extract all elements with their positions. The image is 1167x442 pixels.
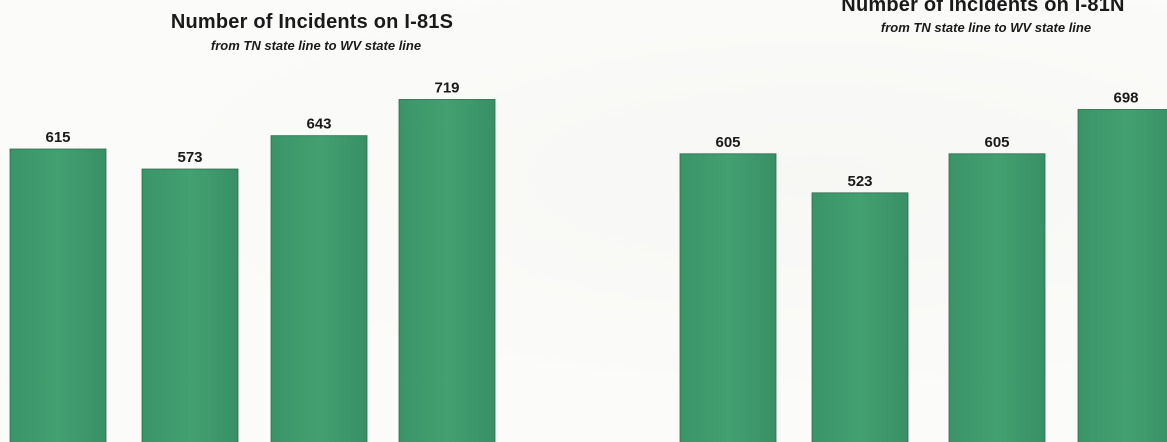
bar-value-label-1: 605	[715, 134, 740, 151]
bar-value-label-3: 643	[306, 116, 331, 133]
bar-value-label-2: 573	[177, 149, 202, 166]
chart-plot-area: 615 573 643 719	[9, 79, 496, 442]
chart-title: Number of Incidents on I-81S	[170, 11, 454, 33]
bar-1	[679, 153, 777, 442]
bar-value-label-4: 719	[434, 79, 459, 96]
bar-value-label-3: 605	[984, 134, 1009, 151]
bar-2	[811, 192, 909, 442]
chart-subtitle: from TN state line to WV state line	[210, 38, 422, 53]
bar-4	[398, 99, 496, 442]
bar-value-label-1: 615	[45, 129, 70, 146]
bar-3	[270, 135, 368, 442]
chart-title: Number of Incidents on I-81N	[841, 0, 1125, 16]
bar-value-label-2: 523	[847, 173, 872, 190]
bar-1	[9, 148, 107, 442]
bar-4	[1077, 109, 1167, 442]
bar-3	[948, 153, 1046, 442]
chart-panel-i81n: Number of Incidents on I-81N from TN sta…	[660, 0, 1167, 442]
bar-2	[141, 168, 239, 442]
bar-value-label-4: 698	[1113, 89, 1138, 106]
chart-panel-i81s: Number of Incidents on I-81S from TN sta…	[0, 0, 560, 442]
chart-subtitle: from TN state line to WV state line	[880, 20, 1092, 35]
chart-plot-area: 605 523 605 698	[679, 89, 1167, 442]
